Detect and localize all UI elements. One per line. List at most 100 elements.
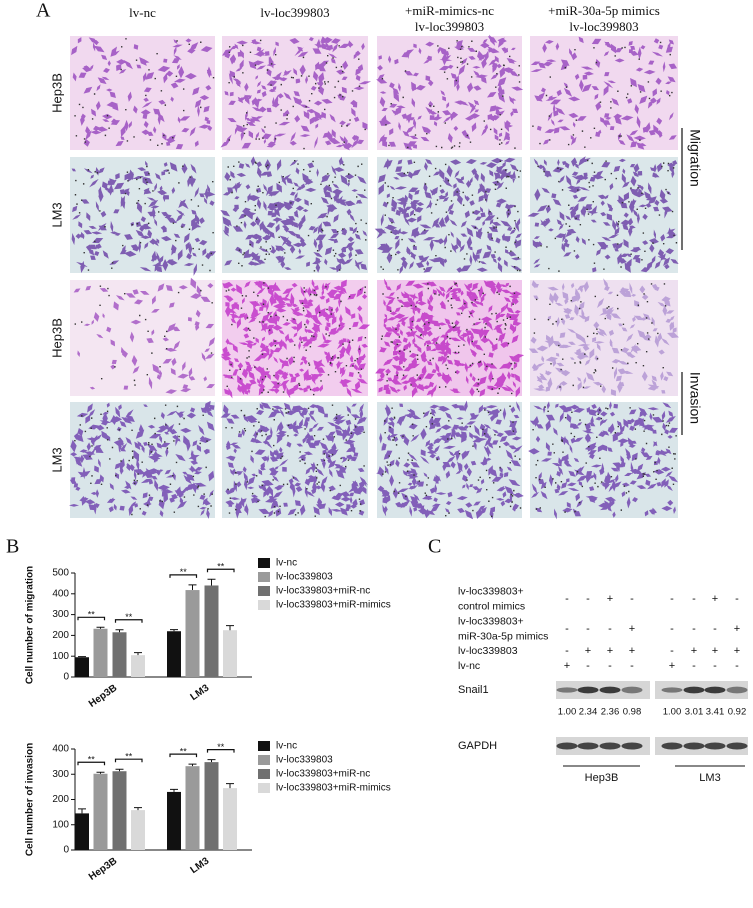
legend-swatch	[258, 586, 270, 596]
condition-label: lv-nc	[458, 660, 480, 672]
significance-bracket	[114, 619, 143, 623]
y-tick-label: 200	[52, 794, 69, 805]
legend-label: lv-nc	[276, 741, 297, 752]
panel-label: B	[6, 536, 19, 558]
bar	[131, 810, 145, 850]
error-bar	[226, 625, 234, 631]
condition-sign: -	[713, 660, 717, 672]
significance-bracket	[77, 761, 106, 766]
blot-band	[704, 686, 726, 694]
blot-band	[683, 742, 705, 750]
significance-bracket	[77, 616, 106, 621]
y-tick-label: 200	[52, 630, 69, 641]
condition-label: control mimics	[458, 600, 525, 612]
row-label: Hep3B	[49, 318, 64, 358]
condition-sign: -	[735, 593, 739, 605]
blot-band	[599, 686, 621, 694]
cells	[530, 36, 678, 150]
cells	[71, 37, 213, 150]
condition-sign: +	[669, 660, 675, 672]
blot-label: GAPDH	[458, 740, 497, 752]
legend-label: lv-loc339803+miR-mimics	[276, 600, 391, 611]
error-bar	[78, 656, 86, 658]
cells	[528, 278, 680, 396]
row-label: Hep3B	[49, 73, 64, 113]
y-tick-label: 0	[63, 845, 69, 856]
bar	[204, 762, 219, 850]
x-tick-label: Hep3B	[87, 856, 119, 883]
significance-bracket	[206, 568, 235, 573]
legend-label: lv-loc339803+miR-nc	[276, 586, 370, 597]
micrograph	[70, 402, 215, 518]
micrograph	[377, 36, 522, 150]
y-tick-label: 300	[52, 769, 69, 780]
condition-sign: -	[692, 623, 696, 635]
row-label: LM3	[49, 447, 64, 472]
condition-sign: -	[670, 623, 674, 635]
blot-band	[556, 687, 578, 693]
condition-sign: -	[692, 660, 696, 672]
condition-sign: -	[608, 660, 612, 672]
bar	[167, 631, 181, 677]
legend-swatch	[258, 572, 270, 582]
condition-sign: +	[629, 623, 635, 635]
band-quantification: 3.01	[685, 707, 704, 718]
condition-sign: +	[734, 645, 740, 657]
column-header: lv-nc	[129, 5, 156, 20]
bar	[112, 632, 127, 677]
cells	[527, 156, 679, 273]
blot-band	[599, 742, 621, 750]
y-tick-label: 400	[52, 744, 69, 755]
condition-sign: -	[713, 623, 717, 635]
cells	[376, 400, 524, 520]
bar	[93, 628, 108, 677]
y-axis-label: Cell number of migration	[25, 566, 36, 684]
bar	[185, 590, 200, 677]
condition-sign: -	[630, 593, 634, 605]
legend-label: lv-loc339803	[276, 572, 333, 583]
cells	[220, 156, 369, 273]
condition-sign: +	[712, 645, 718, 657]
blot-label: Snail1	[458, 684, 489, 696]
bar	[131, 655, 145, 677]
condition-sign: -	[630, 660, 634, 672]
bar	[223, 788, 237, 850]
condition-sign: -	[670, 645, 674, 657]
error-bar	[96, 771, 105, 774]
legend-label: lv-loc339803	[276, 755, 333, 766]
y-tick-label: 300	[52, 609, 69, 620]
band-quantification: 1.00	[663, 707, 682, 718]
blot-band	[683, 686, 705, 694]
significance-label: **	[88, 610, 96, 620]
significance-bracket	[169, 753, 198, 758]
band-quantification: 0.92	[728, 707, 747, 718]
condition-sign: -	[586, 623, 590, 635]
column-header: lv-loc399803	[569, 19, 638, 34]
error-bar	[115, 768, 124, 772]
cells	[71, 160, 217, 276]
condition-sign: +	[607, 593, 613, 605]
legend-swatch	[258, 558, 270, 568]
bar	[167, 791, 181, 850]
bar	[93, 773, 108, 850]
error-bar	[96, 626, 105, 629]
bar	[75, 657, 89, 677]
panel-label: C	[428, 536, 441, 558]
band-quantification: 1.00	[558, 707, 577, 718]
x-tick-label: LM3	[189, 855, 212, 876]
blot-band	[577, 686, 599, 694]
blot-band	[621, 742, 643, 750]
blot-band	[704, 742, 726, 750]
condition-sign: +	[629, 645, 635, 657]
x-tick-label: Hep3B	[87, 683, 119, 710]
y-tick-label: 500	[52, 568, 69, 579]
cell-line-label: LM3	[699, 772, 720, 784]
bar	[185, 766, 200, 850]
condition-sign: +	[691, 645, 697, 657]
x-tick-label: LM3	[189, 682, 212, 703]
condition-sign: +	[564, 660, 570, 672]
significance-bracket	[206, 749, 235, 753]
legend-label: lv-loc339803+miR-mimics	[276, 783, 391, 794]
significance-label: **	[217, 742, 225, 752]
error-bar	[134, 652, 142, 656]
